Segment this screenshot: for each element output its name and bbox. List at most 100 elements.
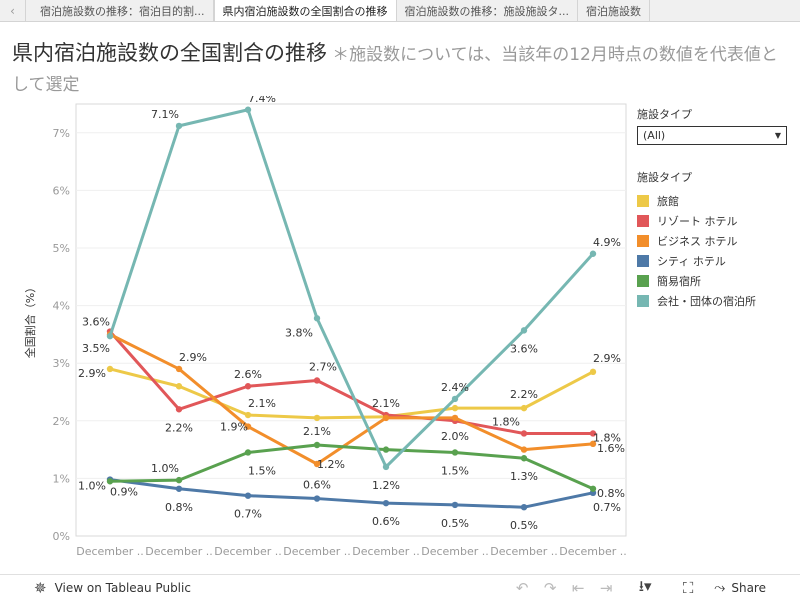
data-point[interactable]: [451, 404, 459, 412]
series-line-3[interactable]: [109, 478, 594, 509]
sheet-tab-bar: ‹ 宿泊施設数の推移：宿泊目的割... 県内宿泊施設数の全国割合の推移 宿泊施設…: [0, 0, 800, 22]
legend-item[interactable]: リゾート ホテル: [637, 211, 792, 231]
data-label: 1.2%: [372, 479, 400, 492]
series-line-2[interactable]: [109, 333, 594, 466]
filter-value: (All): [643, 129, 666, 142]
revert-icon[interactable]: ⇤: [571, 579, 585, 597]
data-point[interactable]: [382, 499, 390, 507]
data-point[interactable]: [175, 476, 183, 484]
data-point[interactable]: [244, 383, 252, 390]
redo-icon[interactable]: ↷: [543, 579, 557, 597]
data-label: 2.9%: [179, 351, 207, 364]
data-point[interactable]: [244, 106, 252, 113]
tableau-toolbar: ✵ View on Tableau Public ↶ ↷ ⇤ ⇥ ⭳▾ ⛶ ⤳ …: [0, 574, 800, 600]
series-line-0[interactable]: [109, 367, 594, 420]
data-point[interactable]: [313, 460, 321, 468]
filter-label: 施設タイプ: [637, 108, 692, 121]
data-point[interactable]: [382, 414, 390, 422]
data-label: 1.0%: [78, 479, 106, 492]
data-point[interactable]: [244, 492, 252, 499]
data-point[interactable]: [175, 122, 183, 130]
data-point[interactable]: [106, 478, 114, 485]
forward-icon[interactable]: ⇥: [599, 579, 613, 597]
share-label: Share: [731, 581, 766, 595]
data-point[interactable]: [451, 414, 459, 422]
data-label: 7.4%: [248, 96, 276, 105]
data-label: 0.5%: [510, 519, 538, 532]
data-point[interactable]: [175, 365, 183, 373]
data-point[interactable]: [244, 423, 252, 430]
legend-item[interactable]: シティ ホテル: [637, 251, 792, 271]
data-label: 3.5%: [82, 342, 110, 355]
tab-stay-purpose[interactable]: 宿泊施設数の推移：宿泊目的割...: [32, 0, 214, 21]
data-label: 1.2%: [317, 458, 345, 471]
data-point[interactable]: [244, 449, 252, 456]
data-point[interactable]: [313, 414, 321, 422]
legend-label: シティ ホテル: [657, 255, 726, 268]
data-point[interactable]: [382, 446, 390, 453]
data-point[interactable]: [589, 368, 597, 376]
view-on-tableau-label: View on Tableau Public: [54, 580, 191, 595]
data-point[interactable]: [451, 501, 459, 509]
data-label: 2.1%: [303, 425, 331, 438]
line-chart[interactable]: 0%1%2%3%4%5%6%7%全国割合（%）December .. Decemb…: [0, 96, 630, 566]
data-point[interactable]: [589, 485, 597, 492]
data-point[interactable]: [589, 430, 597, 437]
y-axis-label: 全国割合（%）: [23, 282, 37, 358]
download-icon[interactable]: ⭳▾: [638, 576, 652, 595]
data-point[interactable]: [106, 332, 114, 340]
tab-facility-type[interactable]: 宿泊施設数の推移：施設施設タ...: [397, 0, 578, 21]
chart-title: 県内宿泊施設数の全国割合の推移: [12, 41, 327, 65]
data-point[interactable]: [175, 406, 183, 413]
data-label: 2.9%: [593, 352, 621, 365]
data-point[interactable]: [175, 485, 183, 492]
data-point[interactable]: [106, 365, 114, 373]
tableau-logo-icon: ✵: [34, 578, 47, 597]
legend-item[interactable]: 旅館: [637, 191, 792, 211]
tab-facility-count[interactable]: 宿泊施設数: [578, 0, 650, 21]
legend-label: ビジネス ホテル: [657, 235, 738, 248]
data-point[interactable]: [313, 441, 321, 449]
data-label: 0.7%: [593, 501, 621, 514]
data-point[interactable]: [451, 395, 459, 403]
share-button[interactable]: ⤳ Share: [714, 580, 766, 596]
series-line-4[interactable]: [109, 443, 594, 491]
data-label: 0.6%: [303, 479, 331, 492]
data-label: 2.1%: [248, 397, 276, 410]
data-point[interactable]: [520, 430, 528, 437]
x-tick-label: December ..: [352, 545, 420, 558]
data-point[interactable]: [313, 495, 321, 502]
data-point[interactable]: [244, 411, 252, 419]
fullscreen-icon[interactable]: ⛶: [682, 579, 694, 597]
data-point[interactable]: [382, 463, 390, 471]
legend-item[interactable]: 簡易宿所: [637, 271, 792, 291]
chart-note: ＊施設数については、当該年の12月時点の数値を代表値として選定: [12, 45, 778, 95]
data-point[interactable]: [313, 315, 321, 322]
data-point[interactable]: [520, 455, 528, 462]
legend-item[interactable]: 会社・団体の宿泊所: [637, 291, 792, 311]
series-line-5[interactable]: [108, 108, 595, 469]
data-point[interactable]: [520, 446, 528, 453]
legend-label: 旅館: [657, 195, 679, 208]
x-tick-label: December ..: [559, 545, 627, 558]
tab-national-share[interactable]: 県内宿泊施設数の全国割合の推移: [213, 0, 397, 21]
data-point[interactable]: [175, 383, 183, 390]
legend-item[interactable]: ビジネス ホテル: [637, 231, 792, 251]
data-label: 2.9%: [78, 367, 106, 380]
undo-icon[interactable]: ↶: [515, 579, 529, 597]
y-tick-label: 0%: [53, 530, 70, 543]
view-on-tableau-link[interactable]: ✵ View on Tableau Public: [34, 579, 191, 597]
data-point[interactable]: [589, 440, 597, 448]
data-label: 1.8%: [492, 415, 520, 428]
data-point[interactable]: [313, 377, 321, 384]
data-label: 0.6%: [372, 515, 400, 528]
facility-type-filter[interactable]: (All) ▼: [637, 126, 787, 145]
data-point[interactable]: [451, 449, 459, 456]
series-line-1[interactable]: [108, 330, 593, 435]
y-tick-label: 4%: [53, 300, 70, 313]
data-point[interactable]: [520, 327, 528, 334]
data-point[interactable]: [589, 250, 597, 257]
data-point[interactable]: [520, 404, 528, 412]
data-point[interactable]: [520, 504, 528, 511]
tab-scroll-left-icon[interactable]: ‹: [0, 0, 26, 21]
